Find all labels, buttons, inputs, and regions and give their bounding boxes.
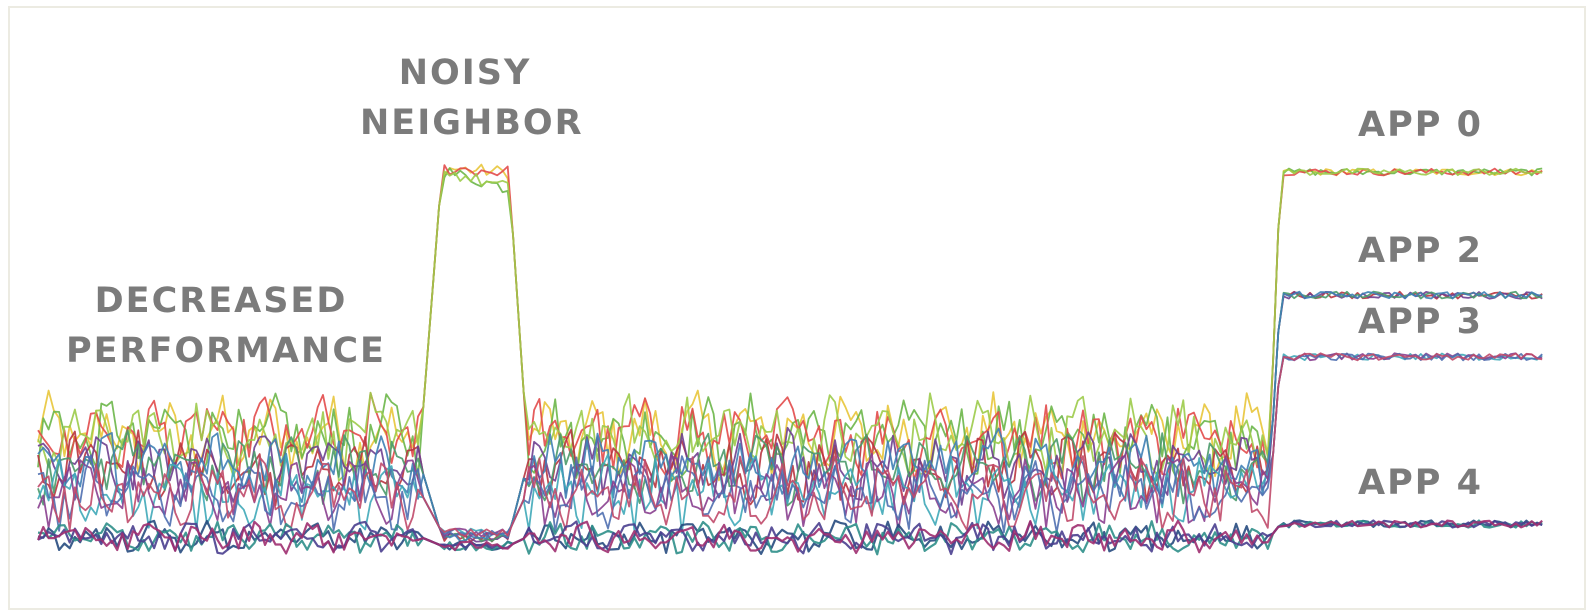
series-line-app-3-2 <box>37 352 1543 538</box>
noisy-neighbor-label: NOISY NEIGHBOR <box>360 48 584 148</box>
decreased-performance-label: DECREASED PERFORMANCE <box>66 276 386 376</box>
series-line-app-3-3 <box>37 352 1543 537</box>
series-line-app-4-3 <box>36 519 1543 555</box>
series-line-app-3-1 <box>37 352 1543 538</box>
app3-label: APP 3 <box>1358 302 1483 342</box>
series-lines <box>36 163 1543 556</box>
app4-label: APP 4 <box>1358 463 1483 503</box>
app0-label: APP 0 <box>1358 105 1483 145</box>
series-line-app-3-0 <box>37 352 1543 536</box>
app2-label: APP 2 <box>1358 231 1483 271</box>
decreased-performance-line2: PERFORMANCE <box>66 331 386 371</box>
noisy-neighbor-line2: NEIGHBOR <box>360 103 584 143</box>
decreased-performance-line1: DECREASED <box>94 281 348 321</box>
series-line-app-2-0 <box>37 290 1543 543</box>
series-line-app-0-2 <box>37 164 1543 481</box>
noisy-neighbor-line1: NOISY <box>398 53 532 93</box>
